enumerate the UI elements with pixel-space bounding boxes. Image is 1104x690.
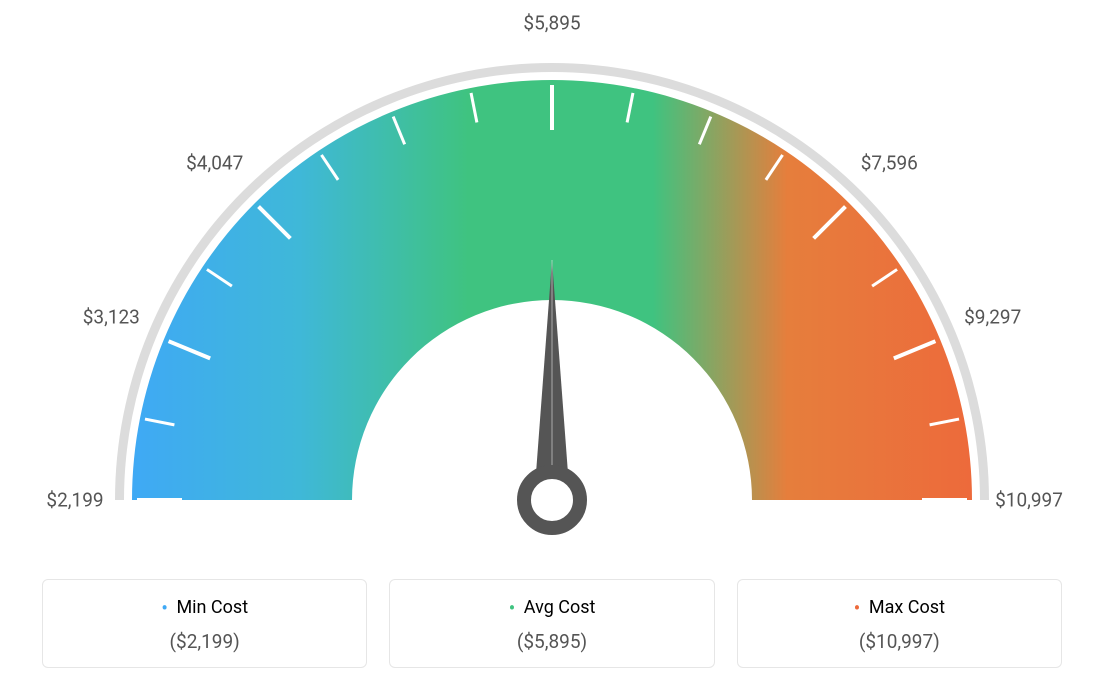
legend-dot-max: •: [854, 596, 861, 620]
legend-value-avg: ($5,895): [400, 630, 703, 653]
legend-title-avg: • Avg Cost: [400, 596, 703, 620]
gauge-hub: [524, 472, 580, 528]
gauge-svg: [0, 0, 1104, 560]
legend-label-max: Max Cost: [869, 597, 945, 618]
scale-label: $2,199: [46, 489, 103, 512]
scale-label: $4,047: [186, 151, 243, 174]
legend-row: • Min Cost ($2,199) • Avg Cost ($5,895) …: [42, 579, 1062, 668]
scale-label: $10,997: [995, 489, 1063, 512]
legend-dot-min: •: [161, 596, 168, 620]
legend-dot-avg: •: [509, 596, 516, 620]
legend-value-max: ($10,997): [748, 630, 1051, 653]
legend-value-min: ($2,199): [53, 630, 356, 653]
scale-label: $3,123: [83, 306, 140, 329]
legend-card-max: • Max Cost ($10,997): [737, 579, 1062, 668]
legend-card-avg: • Avg Cost ($5,895): [389, 579, 714, 668]
scale-label: $5,895: [523, 12, 580, 35]
legend-label-min: Min Cost: [176, 597, 248, 618]
scale-label: $9,297: [964, 306, 1021, 329]
legend-title-max: • Max Cost: [748, 596, 1051, 620]
legend-card-min: • Min Cost ($2,199): [42, 579, 367, 668]
legend-label-avg: Avg Cost: [524, 597, 596, 618]
cost-gauge-chart: • Min Cost ($2,199) • Avg Cost ($5,895) …: [0, 0, 1104, 690]
scale-label: $7,596: [861, 151, 918, 174]
legend-title-min: • Min Cost: [53, 596, 356, 620]
